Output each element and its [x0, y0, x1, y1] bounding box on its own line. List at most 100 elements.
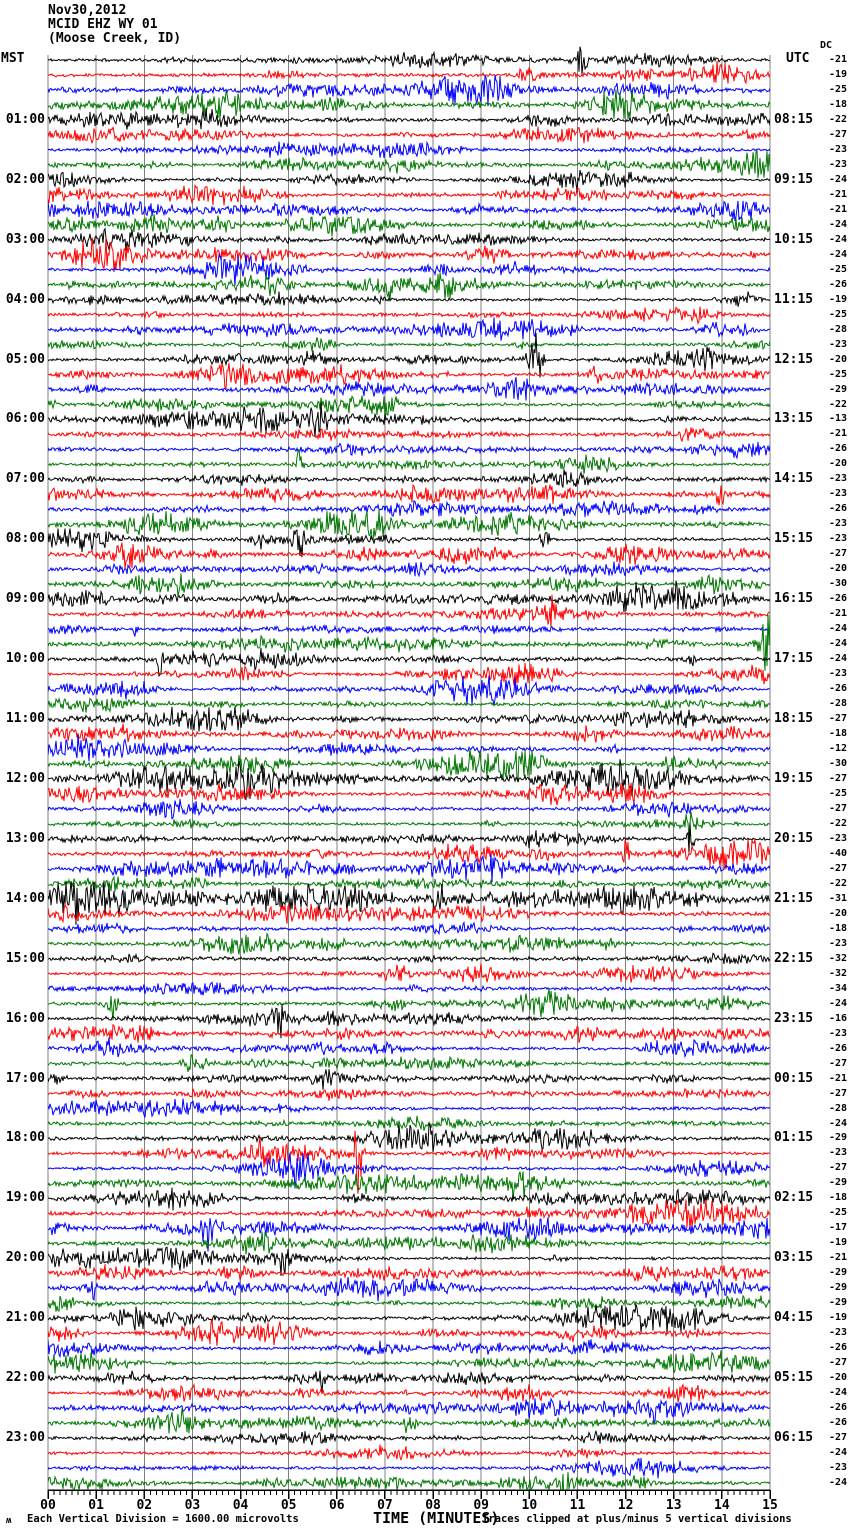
mst-time-label: 02:00	[5, 171, 45, 187]
mst-time-label: 23:00	[5, 1430, 45, 1446]
seismic-trace-row-56	[48, 875, 770, 892]
x-axis-label: 13	[665, 1498, 682, 1513]
dc-offset-value: -27	[828, 772, 847, 784]
dc-offset-value: -32	[828, 952, 847, 964]
dc-offset-value: -29	[828, 383, 847, 395]
mst-time-label: 19:00	[5, 1190, 45, 1206]
dc-offset-value: -22	[828, 817, 847, 829]
utc-time-label: 19:15	[774, 770, 814, 786]
title-date: Nov30,2012	[48, 3, 127, 18]
utc-column-header: UTC	[786, 51, 810, 66]
dc-offset-value: -23	[828, 488, 847, 500]
x-axis-title: TIME (MINUTES)	[373, 1509, 500, 1527]
seismic-trace-row-88	[48, 1350, 770, 1374]
dc-offset-value: -27	[828, 862, 847, 874]
dc-offset-value: -20	[828, 1372, 847, 1384]
seismic-trace-row-94	[48, 1444, 770, 1462]
title-station: MCID EHZ WY 01	[48, 17, 158, 32]
dc-offset-value: -25	[828, 1207, 847, 1219]
seismic-trace-row-41	[48, 647, 770, 678]
dc-offset-value: -23	[828, 473, 847, 485]
mst-time-label: 08:00	[5, 531, 45, 547]
mst-time-label: 09:00	[5, 591, 45, 607]
dc-offset-value: -20	[828, 563, 847, 575]
utc-time-label: 13:15	[774, 411, 814, 427]
x-axis-label: 08	[425, 1498, 441, 1513]
seismic-trace-row-91	[48, 1397, 770, 1424]
utc-time-label: 12:15	[774, 351, 814, 367]
dc-offset-value: -32	[828, 967, 847, 979]
mst-time-label: 15:00	[5, 950, 45, 966]
x-axis-label: 01	[88, 1498, 104, 1513]
seismic-trace-row-69	[48, 1069, 770, 1090]
mst-time-label: 12:00	[5, 770, 45, 786]
dc-offset-value: -24	[828, 1477, 847, 1488]
seismic-trace-row-25	[48, 402, 770, 437]
seismic-trace-row-60	[48, 932, 770, 955]
dc-offset-value: -26	[828, 1342, 847, 1354]
seismic-trace-row-52	[48, 812, 770, 839]
dc-offset-value: -24	[828, 173, 847, 185]
x-axis-label: 02	[136, 1498, 153, 1513]
dc-offset-value: -13	[828, 413, 847, 425]
dc-offset-value: -29	[828, 1177, 847, 1189]
dc-offset-value: -19	[828, 1237, 847, 1249]
seismic-trace-row-17	[48, 291, 770, 307]
seismic-trace-row-5	[48, 107, 770, 130]
dc-offset-value: -21	[828, 188, 847, 200]
utc-time-label: 22:15	[774, 950, 814, 966]
utc-time-label: 05:15	[774, 1370, 814, 1386]
dc-offset-value: -26	[828, 1402, 847, 1414]
x-axis-label: 06	[328, 1498, 345, 1513]
dc-offset-value: -25	[828, 368, 847, 380]
x-axis-label: 14	[714, 1498, 730, 1513]
seismic-trace-row-32	[48, 509, 770, 542]
seismic-trace-row-21	[48, 332, 770, 378]
dc-offset-value: -21	[828, 608, 847, 620]
seismic-trace-row-23	[48, 377, 770, 401]
dc-offset-value: -24	[828, 623, 847, 635]
dc-offset-value: -25	[828, 308, 847, 320]
dc-offset-value: -26	[828, 503, 847, 515]
dc-offset-value: -24	[828, 233, 847, 245]
seismic-trace-row-63	[48, 981, 770, 996]
dc-offset-value: -27	[828, 1057, 847, 1069]
dc-offset-value: -18	[828, 98, 847, 110]
utc-time-label: 16:15	[774, 591, 814, 607]
dc-offset-value: -29	[828, 1267, 847, 1279]
seismic-trace-row-59	[48, 921, 770, 936]
mst-time-label: 01:00	[5, 111, 45, 127]
seismic-trace-row-19	[48, 317, 770, 341]
dc-offset-value: -24	[828, 248, 847, 260]
dc-offset-value: -28	[828, 698, 847, 710]
seismic-trace-row-73	[48, 1123, 770, 1153]
seismic-trace-row-86	[48, 1318, 770, 1346]
seismic-trace-row-76	[48, 1171, 770, 1200]
seismic-trace-row-1	[48, 46, 770, 75]
seismic-trace-row-33	[48, 528, 770, 558]
utc-time-label: 03:15	[774, 1250, 814, 1266]
utc-time-label: 08:15	[774, 111, 814, 127]
seismic-trace-row-13	[48, 227, 770, 251]
dc-offset-value: -21	[828, 1252, 847, 1264]
utc-time-label: 18:15	[774, 711, 814, 727]
utc-time-label: 11:15	[774, 291, 814, 307]
seismic-trace-row-66	[48, 1023, 770, 1043]
dc-offset-value: -26	[828, 278, 847, 290]
seismic-trace-row-65	[48, 1003, 770, 1039]
mst-time-label: 04:00	[5, 291, 45, 307]
seismic-trace-row-24	[48, 395, 770, 418]
dc-offset-value: -21	[828, 203, 847, 215]
dc-offset-value: -24	[828, 1117, 847, 1129]
seismic-trace-row-16	[48, 273, 770, 302]
mst-time-label: 18:00	[5, 1130, 45, 1146]
seismic-trace-row-78	[48, 1199, 770, 1230]
mst-time-label: 13:00	[5, 830, 45, 846]
seismic-trace-row-10	[48, 183, 770, 206]
mst-time-label: 20:00	[5, 1250, 45, 1266]
seismic-trace-row-89	[48, 1370, 770, 1392]
utc-time-label: 06:15	[774, 1430, 814, 1446]
mst-time-label: 03:00	[5, 231, 45, 247]
dc-offset-value: -24	[828, 218, 847, 230]
x-axis-label: 09	[473, 1498, 490, 1513]
